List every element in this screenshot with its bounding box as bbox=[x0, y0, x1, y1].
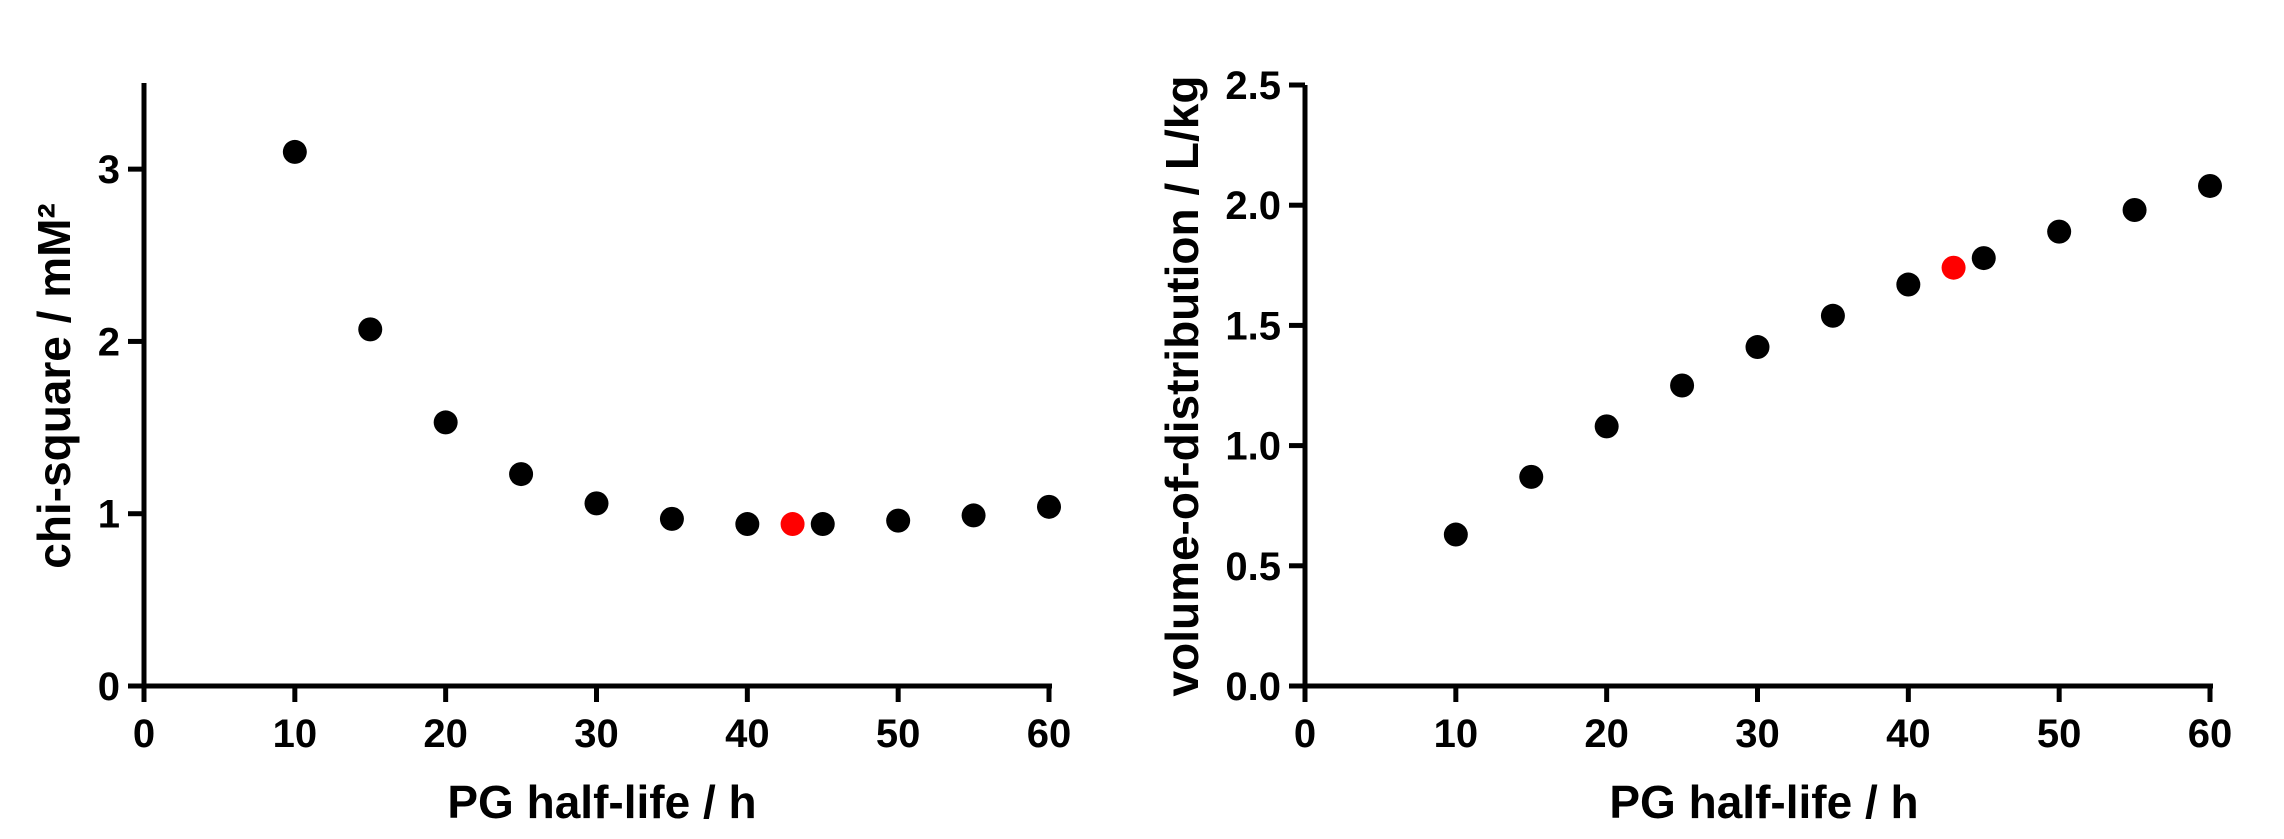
chart-chi-square: PG half-life / h chi-square / mM² 0 10 20 3… bbox=[28, 83, 1071, 828]
x-tick-label: 50 bbox=[876, 712, 921, 756]
data-point bbox=[358, 317, 383, 342]
y-axis-title: chi-square / mM² bbox=[28, 203, 80, 569]
data-point bbox=[1745, 335, 1770, 360]
x-tick-label: 30 bbox=[1735, 712, 1780, 756]
data-point bbox=[735, 512, 760, 537]
data-point bbox=[1037, 494, 1061, 519]
y-tick-label: 2.0 bbox=[1225, 184, 1281, 228]
x-axis-title: PG half-life / h bbox=[447, 776, 756, 828]
x-tick-label: 60 bbox=[1027, 712, 1072, 756]
x-tick-label: 0 bbox=[133, 712, 155, 756]
x-tick-label: 10 bbox=[1434, 712, 1479, 756]
y-tick-label: 0 bbox=[98, 665, 120, 709]
chart-volume-of-distribution: PG half-life / h volume-of-distribution … bbox=[1156, 64, 2232, 828]
x-tick-label: 20 bbox=[423, 712, 468, 756]
data-point bbox=[961, 503, 986, 528]
y-tick-label: 0.5 bbox=[1225, 545, 1281, 589]
y-tick-label: 1 bbox=[98, 493, 120, 537]
x-tick-label: 40 bbox=[1886, 712, 1931, 756]
data-point bbox=[886, 508, 911, 533]
data-point bbox=[2198, 173, 2222, 198]
data-point bbox=[584, 491, 609, 516]
data-point bbox=[1670, 373, 1695, 398]
data-point bbox=[2047, 219, 2072, 244]
data-point bbox=[1896, 272, 1921, 297]
data-point bbox=[810, 512, 835, 537]
x-axis-title: PG half-life / h bbox=[1609, 776, 1918, 828]
data-point bbox=[1820, 303, 1845, 328]
y-tick-label: 1.5 bbox=[1225, 304, 1281, 348]
data-point bbox=[1594, 414, 1619, 439]
y-tick-label: 2 bbox=[98, 320, 120, 364]
x-tick-label: 40 bbox=[725, 712, 770, 756]
y-tick-label: 1.0 bbox=[1225, 425, 1281, 469]
x-tick-label: 0 bbox=[1294, 712, 1316, 756]
highlighted-data-point bbox=[1941, 255, 1966, 280]
y-tick-label: 0.0 bbox=[1225, 665, 1281, 709]
data-point bbox=[659, 506, 684, 531]
highlighted-data-point bbox=[780, 512, 805, 537]
data-point bbox=[1519, 464, 1544, 489]
x-tick-label: 60 bbox=[2188, 712, 2233, 756]
data-point bbox=[433, 410, 458, 435]
y-axis-title: volume-of-distribution / L/kg bbox=[1156, 76, 1208, 697]
y-tick-label: 2.5 bbox=[1225, 64, 1281, 108]
data-point bbox=[1971, 246, 1996, 271]
data-point bbox=[509, 462, 534, 487]
data-point bbox=[1443, 522, 1468, 547]
x-tick-label: 10 bbox=[273, 712, 318, 756]
x-tick-label: 50 bbox=[2037, 712, 2082, 756]
data-point bbox=[282, 139, 307, 164]
data-point bbox=[2122, 198, 2147, 223]
x-tick-label: 30 bbox=[574, 712, 619, 756]
x-tick-label: 20 bbox=[1584, 712, 1629, 756]
y-tick-label: 3 bbox=[98, 148, 120, 192]
